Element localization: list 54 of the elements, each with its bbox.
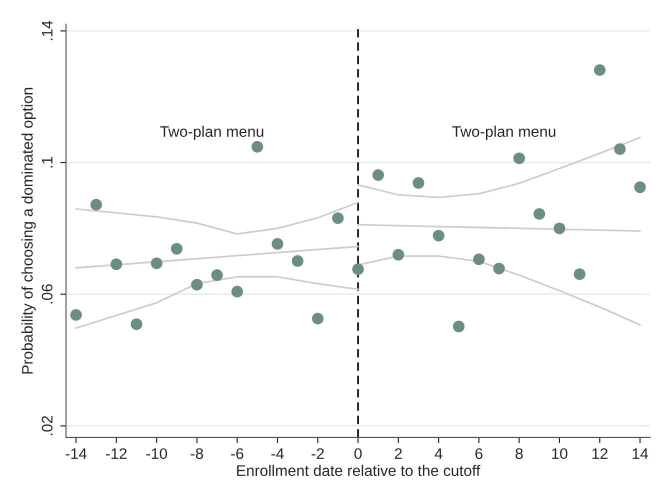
point <box>554 222 566 234</box>
x-axis-title: Enrollment date relative to the cutoff <box>237 464 480 476</box>
x-tick-label: 4 <box>434 448 442 459</box>
y-tick-label: .02 <box>42 416 53 436</box>
point <box>634 181 646 194</box>
point <box>372 169 384 181</box>
y-tick-label: .14 <box>42 20 52 40</box>
x-tick-label: -4 <box>271 448 284 459</box>
point <box>110 258 122 270</box>
point <box>452 320 465 332</box>
annotation: Two-plan menu <box>452 126 556 140</box>
point <box>594 64 606 76</box>
point <box>614 143 626 155</box>
point <box>574 268 586 280</box>
point <box>534 208 546 220</box>
x-tick-label: -12 <box>106 448 127 459</box>
point <box>70 309 82 321</box>
point <box>332 212 344 224</box>
line-series <box>75 276 359 329</box>
x-tick-label: 14 <box>632 448 648 459</box>
point <box>170 242 183 255</box>
point <box>493 262 505 274</box>
point <box>352 263 364 276</box>
point <box>252 140 264 153</box>
point <box>90 198 102 210</box>
x-tick-label: -10 <box>146 448 168 460</box>
x-tick-label: 6 <box>475 448 482 460</box>
x-tick-label: -14 <box>66 448 87 459</box>
point <box>432 230 444 242</box>
point <box>412 177 424 189</box>
point <box>272 238 284 250</box>
line-series <box>75 202 359 235</box>
x-tick-label: -2 <box>312 448 324 459</box>
x-tick-label: 2 <box>394 448 402 459</box>
point <box>130 318 142 330</box>
x-tick-label: 12 <box>592 448 608 459</box>
x-tick-label: -8 <box>190 448 204 460</box>
y-tick-label: .06 <box>42 284 53 304</box>
x-tick-label: 10 <box>552 448 568 460</box>
x-tick-label: 0 <box>354 448 362 460</box>
x-tick-label: 8 <box>516 448 523 460</box>
point <box>292 255 304 267</box>
point <box>211 269 223 281</box>
point <box>392 248 404 261</box>
point <box>231 286 244 298</box>
point <box>312 312 324 324</box>
annotation: Two-plan menu <box>160 126 264 140</box>
x-tick-label: -6 <box>231 448 244 460</box>
y-axis-title: Probability of choosing a dominated option <box>22 88 36 374</box>
point <box>150 257 162 270</box>
point <box>473 254 485 266</box>
point <box>513 152 525 164</box>
y-tick-label: .1 <box>42 156 52 168</box>
point <box>191 278 203 290</box>
